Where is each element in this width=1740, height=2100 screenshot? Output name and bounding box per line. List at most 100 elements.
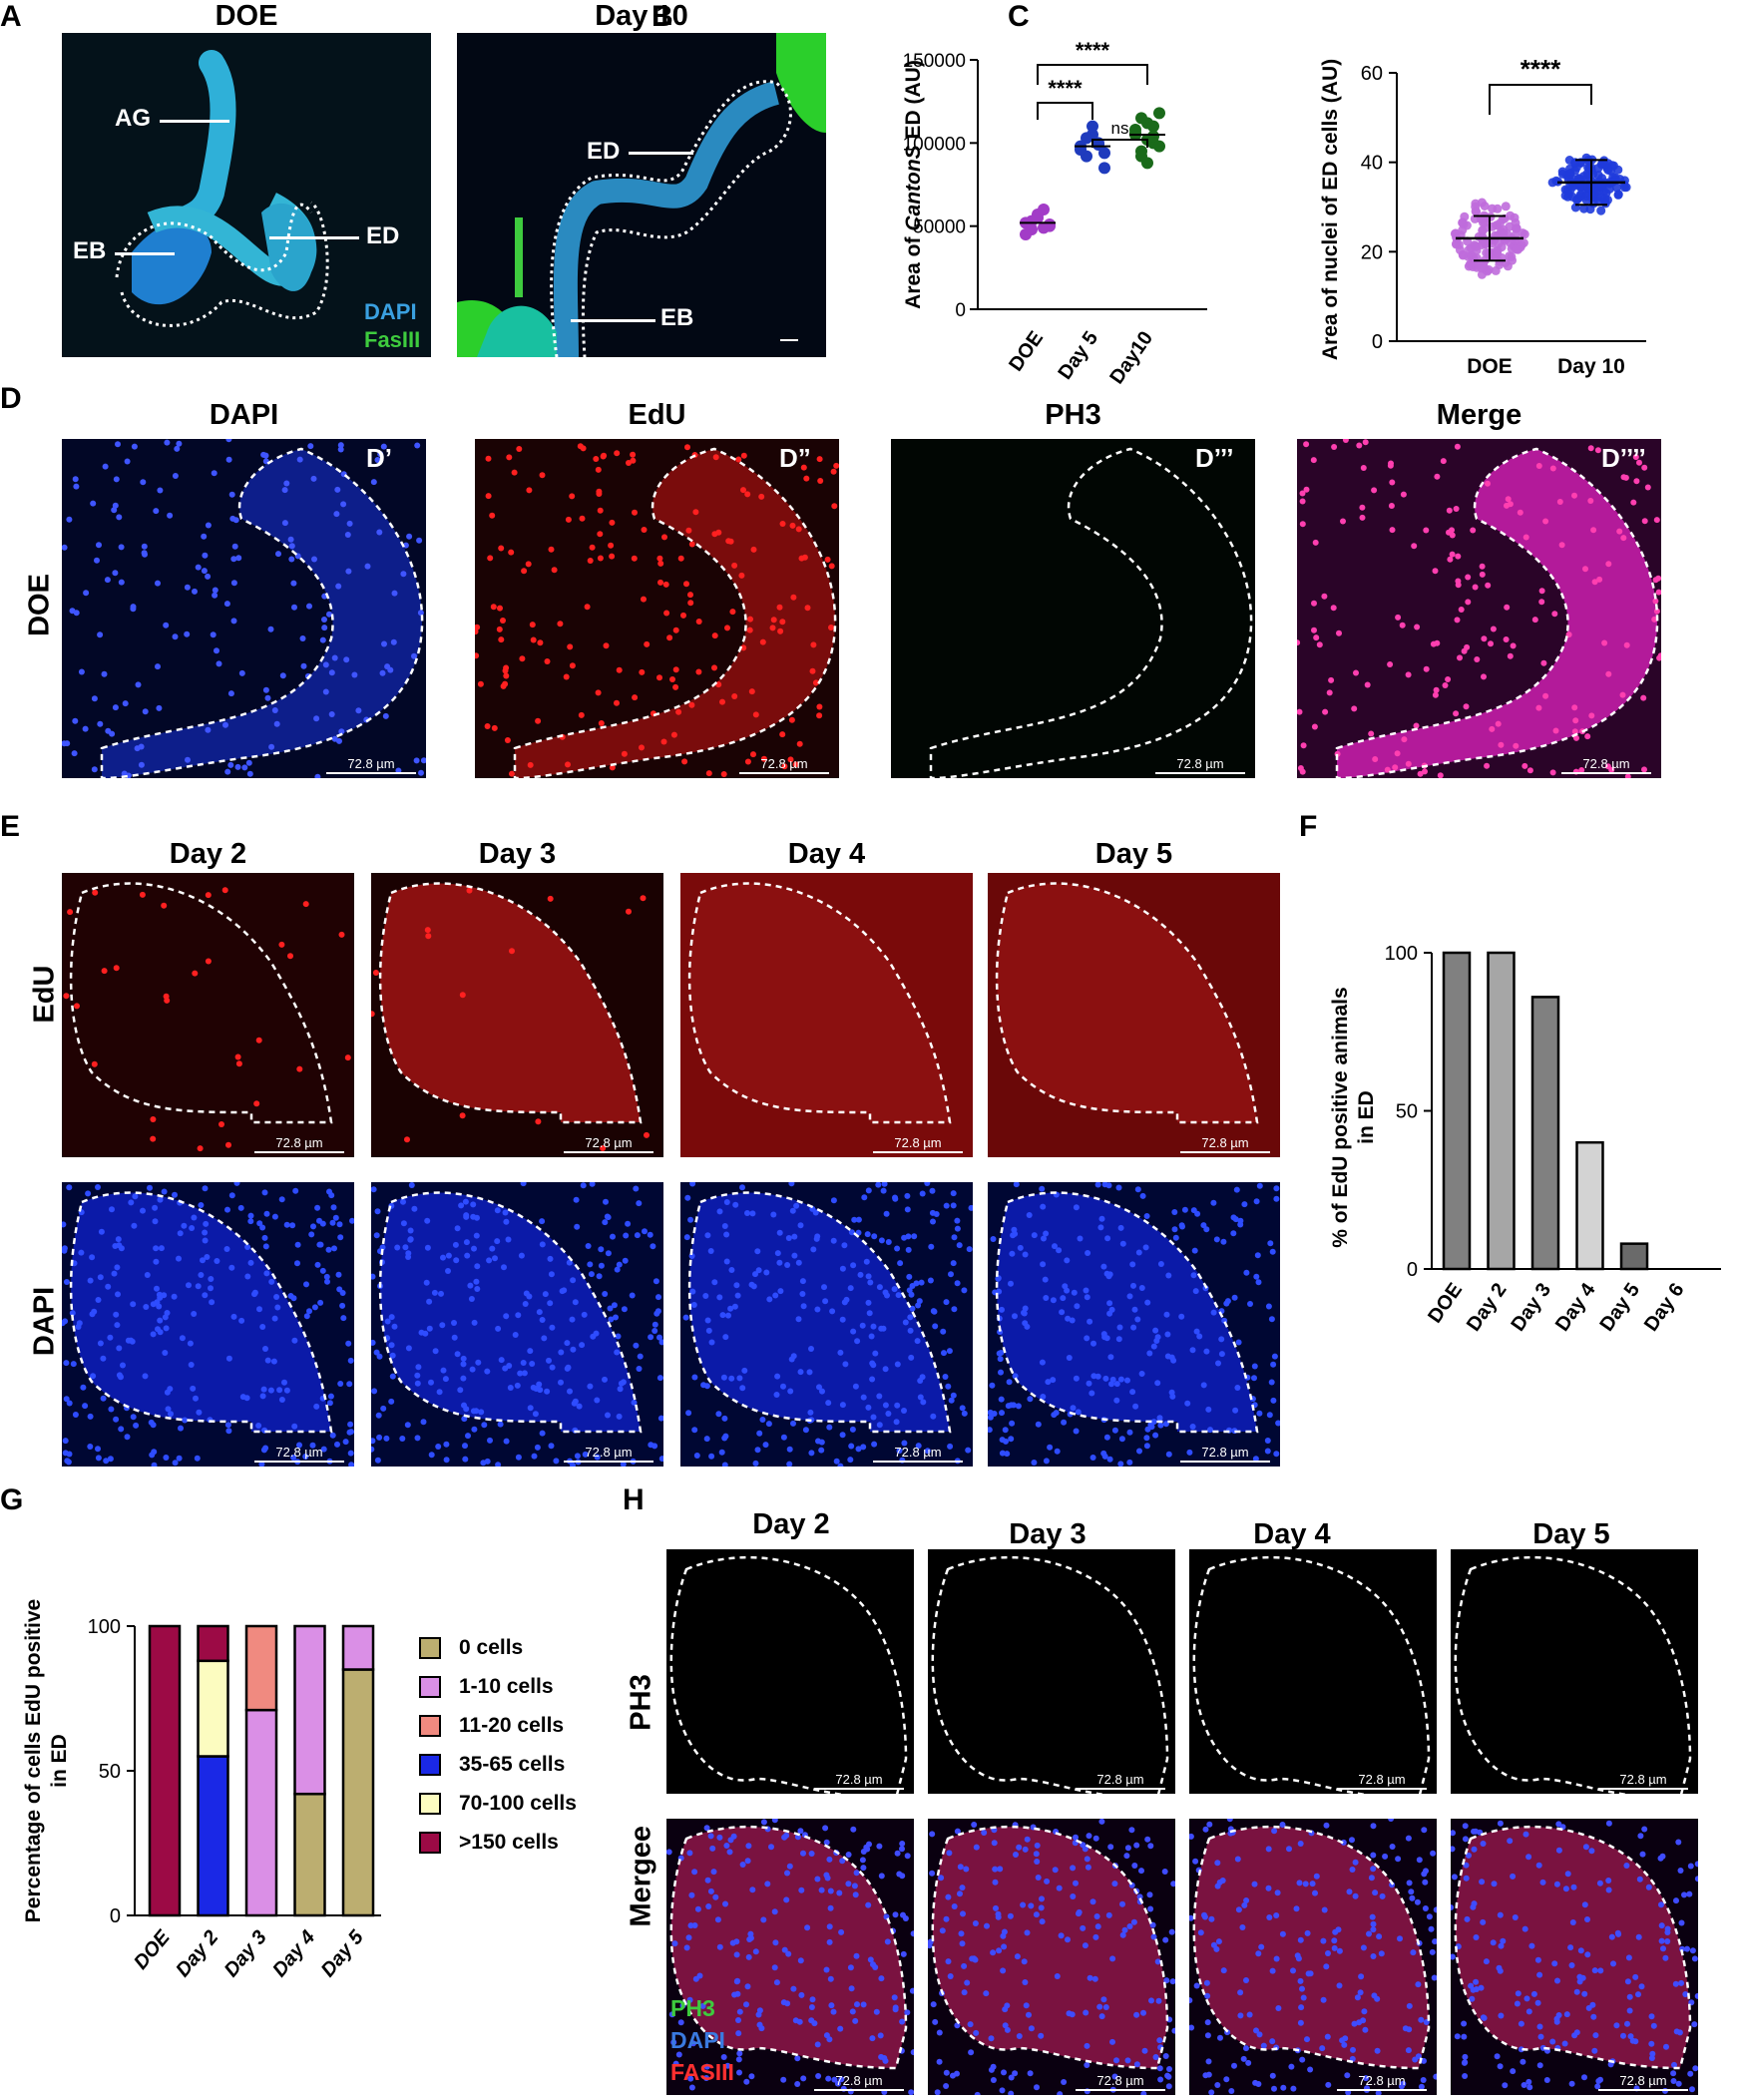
x-tick-label: Day 5 [317,1925,369,1981]
significance-label: **** [1521,54,1561,84]
legend-label: >150 cells [459,1831,559,1854]
scale-bar: 72.8 µm [254,1135,344,1153]
y-axis-label: in ED [1355,1090,1378,1144]
arrow-ag [160,120,229,123]
scale-bar: 72.8 µm [254,1445,344,1463]
scale-bar: 72.8 µm [1180,1445,1270,1463]
y-axis-label: Area of CantonS ED (AU) [902,60,925,309]
data-point [1129,127,1141,140]
micrograph-h-merge-3 [1451,1819,1698,2095]
y-tick-label: 50 [1396,1101,1418,1123]
data-point [1032,209,1044,220]
data-point [1081,132,1092,145]
scale-bar: 72.8 µm [1076,2073,1165,2091]
panel-d-title-dapi: DAPI [209,399,279,431]
data-point [1471,207,1481,216]
x-tick-label: Day 4 [268,1926,319,1981]
micrograph-e-dapi-0 [62,1182,354,1467]
bar-segment [148,1624,182,1917]
data-point [1510,212,1520,222]
micrograph-e-edu-0 [62,873,354,1157]
y-tick-label: 100000 [903,134,966,155]
micrograph-e-dapi-2 [680,1182,973,1467]
legend-label: 11-20 cells [459,1714,565,1737]
panel-corner-label: D’’’’ [1601,443,1646,473]
panel-h-row-mergee: Mergee [625,1825,657,1927]
panel-e-title-day3: Day 3 [478,838,557,870]
data-point [1574,174,1583,184]
scale-bar: 72.8 µm [1598,2073,1688,2091]
panel-h-title-day2: Day 2 [752,1508,830,1540]
panel-label-b: B [652,0,673,33]
bar-segment [341,1624,375,1671]
panel-a-title-doe: DOE [215,0,278,32]
panel-corner-label: D’ [366,443,392,473]
y-tick-label: 0 [1372,331,1383,353]
micrograph-h-merge-1 [928,1819,1175,2095]
scale-bar: 72.8 µm [1561,756,1651,774]
micrograph-h-ph3-3 [1451,1549,1698,1794]
panel-d-title-merge: Merge [1436,399,1522,431]
legend-item: >150 cells [419,1831,559,1855]
data-point [1153,107,1165,120]
legend-item: 11-20 cells [419,1714,564,1738]
panel-label-a: A [0,0,22,33]
chart-c: 0 20 40 60 DOE Day 10 **** Area of nuclei of ED… [1297,10,1736,394]
scale-bar: 72.8 µm [814,2073,904,2091]
data-point [1496,228,1506,238]
y-tick-label: 0 [955,300,966,321]
micrograph-a-day10 [457,33,826,357]
x-tick-label: Day 10 [1557,355,1625,378]
y-axis-label: % of EdU positive animals [1329,987,1352,1247]
arrow-label-ed: ED [366,222,400,249]
x-tick-label: DOE [1424,1279,1467,1327]
bar-segment [197,1624,229,1663]
x-tick-label: DOE [130,1926,175,1974]
x-tick-label: Day 6 [1640,1279,1689,1335]
data-point [1579,204,1589,213]
data-point [1477,198,1487,208]
legend-label: 70-100 cells [459,1792,577,1815]
data-point [1466,260,1476,270]
scale-bar: 72.8 µm [1337,2073,1427,2091]
micrograph-h-ph3-2 [1189,1549,1437,1794]
bar-segment [244,1624,278,1712]
data-point [1147,130,1159,143]
micrograph-d-1 [475,439,839,778]
bar-segment [197,1755,229,1917]
arrow-eb-day10 [571,319,655,322]
micrograph-e-edu-2 [680,873,973,1157]
data-point [1141,157,1153,170]
micrograph-h-ph3-0 [666,1549,914,1794]
y-axis-label: Percentage of cells EdU positive [22,1599,45,1922]
y-tick-label: 0 [110,1905,121,1927]
panel-e-title-day4: Day 4 [787,838,866,870]
data-point [1501,202,1511,211]
data-point [1470,240,1480,250]
legend-item: 70-100 cells [419,1792,577,1816]
x-tick-label: Day 5 [1054,327,1102,383]
x-tick-label: DOE [1005,327,1048,375]
arrow-ed [269,236,359,239]
arrow-label-eb-day10: EB [660,304,694,331]
data-point [1147,120,1159,133]
chart-b: 0 50000 100000 150000 DOE Day 5 Day10 **** **** n… [898,10,1237,394]
stain-label-ph3-h: PH3 [670,1995,715,2021]
legend-swatch [419,1832,441,1854]
bar [1575,1140,1604,1271]
data-point [1044,218,1056,230]
micrograph-h-merge-2 [1189,1819,1437,2095]
bar-segment [341,1668,375,1917]
panel-h-row-ph3: PH3 [625,1674,657,1731]
panel-d-title-ph3: PH3 [1045,399,1101,431]
panel-h-title-day3: Day 3 [1009,1518,1087,1550]
micrograph-e-edu-3 [988,873,1280,1157]
x-tick-label: Day 3 [1507,1279,1555,1335]
panel-corner-label: D” [779,443,811,473]
stain-label-dapi-h: DAPI [670,2027,725,2053]
data-point [1477,269,1487,279]
legend-swatch [419,1754,441,1776]
data-point [1020,228,1032,240]
data-point [1505,221,1515,231]
panel-corner-label: D’’’ [1195,443,1234,473]
